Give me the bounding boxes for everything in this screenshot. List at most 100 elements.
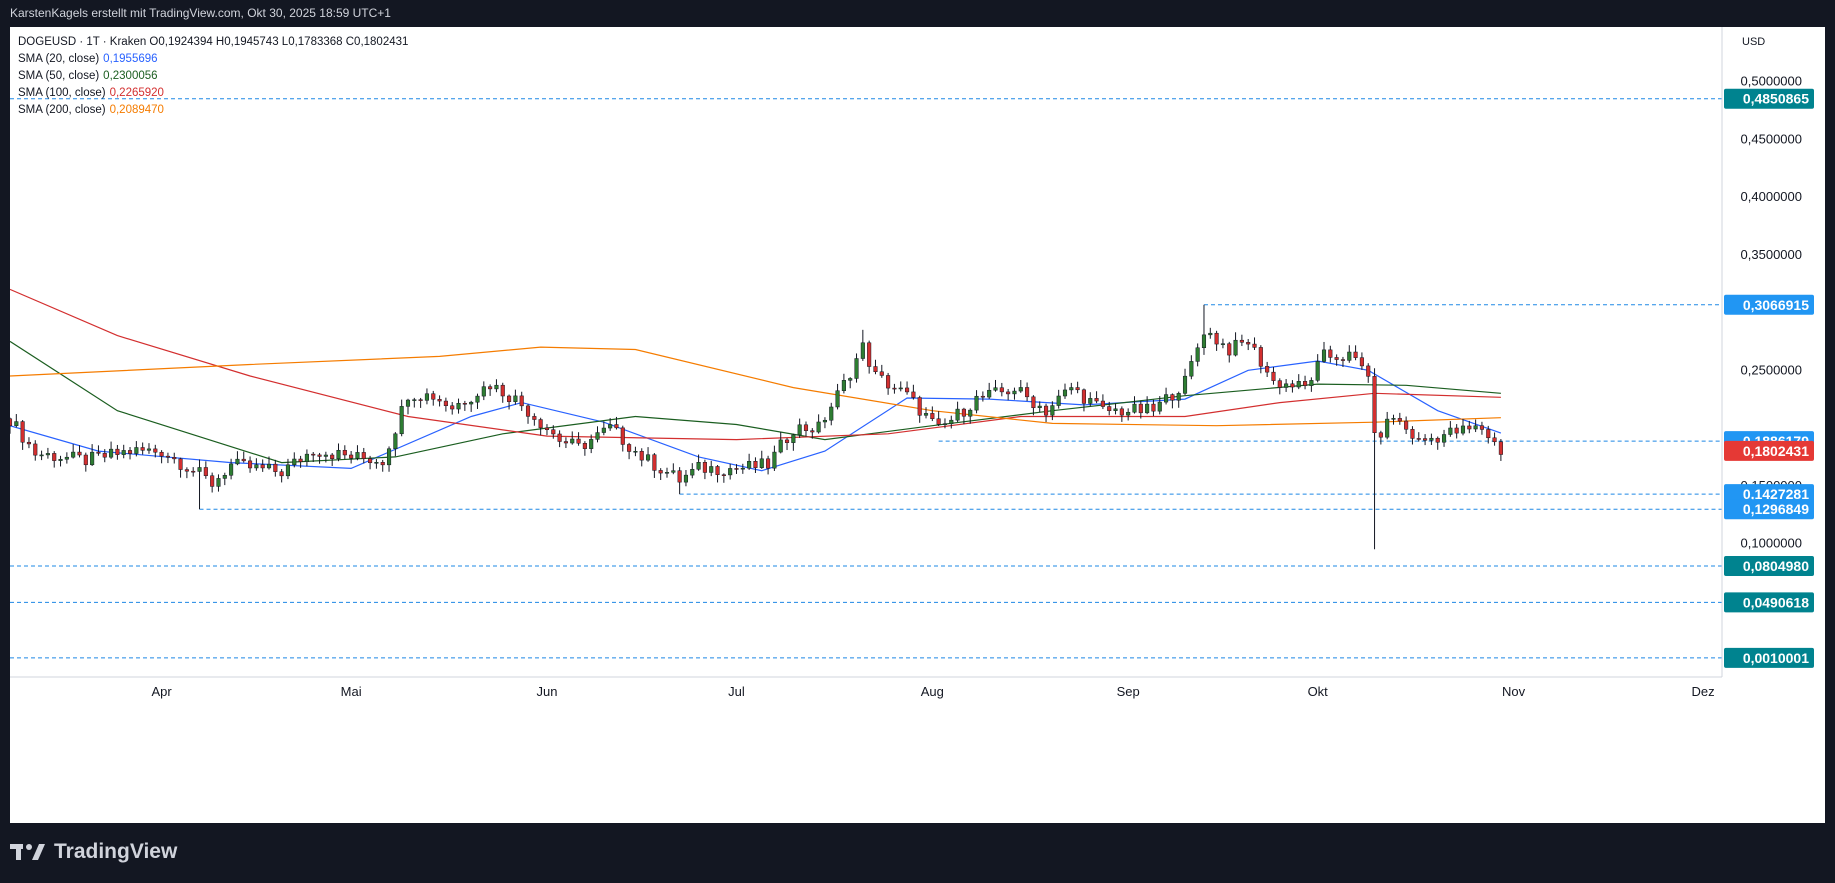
candle-up: [216, 478, 221, 487]
candle-down: [140, 447, 145, 451]
candle-down: [930, 413, 935, 420]
candle-down: [1303, 381, 1308, 386]
candle-up: [393, 433, 398, 449]
candle-up: [671, 470, 676, 473]
candle-down: [784, 439, 790, 443]
candle-up: [816, 421, 821, 433]
footer-brand[interactable]: TradingView: [10, 840, 177, 864]
candle-up: [854, 358, 859, 379]
candle-up: [1429, 437, 1434, 441]
candle-down: [349, 454, 354, 459]
candle-up: [923, 413, 929, 416]
candle-up: [683, 474, 689, 483]
candle-up: [235, 458, 240, 465]
candle-up: [1018, 387, 1023, 392]
candle-down: [532, 416, 537, 420]
sma-20-value: 0,1955696: [103, 53, 158, 65]
candle-down: [127, 450, 133, 454]
candle-up: [1347, 351, 1352, 361]
candle-up: [266, 463, 272, 469]
candle-down: [26, 441, 32, 445]
candle-up: [1473, 425, 1478, 430]
candle-up: [146, 448, 152, 451]
candle-up: [974, 395, 979, 411]
candle-down: [538, 419, 543, 429]
legend-sma-50[interactable]: SMA (50, close) 0,2300056: [18, 68, 408, 85]
candle-up: [1233, 339, 1238, 356]
candle-up: [1157, 401, 1162, 412]
candle-down: [1397, 418, 1402, 422]
legend-sma-20[interactable]: SMA (20, close) 0,1955696: [18, 51, 408, 68]
candle-down: [1227, 343, 1232, 356]
sma-line: [10, 340, 1501, 464]
candle-down: [961, 408, 966, 417]
candle-down: [317, 454, 322, 457]
candle-down: [20, 421, 25, 443]
legend-sma-100[interactable]: SMA (100, close) 0,2265920: [18, 85, 408, 102]
candle-down: [1043, 405, 1049, 416]
y-tick-label: 0,4500000: [1741, 131, 1802, 146]
candle-down: [1334, 357, 1339, 360]
candle-up: [841, 380, 846, 391]
candle-down: [905, 387, 910, 393]
candle-up: [860, 342, 865, 359]
candle-up: [1050, 405, 1055, 416]
candle-up: [1176, 393, 1181, 401]
candle-down: [1094, 398, 1099, 402]
chart-frame[interactable]: USD 0,5000000 0,4500000 0,4000000 0,3500000 0…: [10, 27, 1825, 823]
candle-up: [229, 463, 234, 476]
candle-up: [822, 419, 827, 423]
candle-down: [1265, 366, 1270, 373]
candle-down: [886, 375, 891, 389]
candle-up: [374, 462, 379, 464]
candle-up: [570, 438, 575, 444]
candle-down: [210, 475, 215, 487]
candle-up: [747, 461, 752, 469]
candle-up: [45, 453, 50, 456]
candle-up: [690, 469, 695, 476]
candle-down: [1378, 432, 1383, 438]
candle-down: [652, 454, 657, 471]
candle-down: [273, 463, 278, 472]
candle-down: [488, 386, 493, 390]
candle-up: [829, 406, 834, 421]
candle-up: [1132, 403, 1137, 413]
candle-up: [898, 387, 903, 390]
candle-down: [867, 342, 872, 367]
chart-canvas[interactable]: USD 0,5000000 0,4500000 0,4000000 0,3500000 0…: [10, 27, 1825, 823]
candle-down: [936, 418, 941, 425]
candle-down: [810, 430, 815, 433]
candle-up: [292, 458, 297, 466]
candle-down: [557, 433, 562, 442]
candle-down: [1366, 365, 1371, 377]
candle-down: [241, 458, 246, 462]
candle-up: [987, 389, 992, 398]
candle-down: [330, 454, 335, 459]
candle-up: [608, 424, 613, 429]
candle-up: [14, 421, 19, 426]
candle-down: [102, 453, 107, 458]
candle-down: [873, 366, 878, 373]
candle-up: [1460, 425, 1466, 434]
candle-down: [1271, 371, 1276, 381]
chart-legend: DOGEUSD · 1T · Kraken O0,1924394 H0,1945…: [18, 34, 408, 119]
candle-up: [1208, 332, 1213, 336]
candle-up: [1391, 418, 1396, 420]
legend-sma-200[interactable]: SMA (200, close) 0,2089470: [18, 102, 408, 119]
candle-down: [191, 470, 196, 473]
y-tick-label: 0,1000000: [1741, 536, 1802, 551]
candle-down: [1006, 391, 1011, 395]
candle-up: [740, 467, 745, 470]
sma-200-label: SMA (200, close): [18, 104, 106, 116]
candle-down: [911, 391, 916, 398]
x-tick-label: Nov: [1502, 684, 1526, 699]
x-tick-label: Apr: [151, 684, 172, 699]
candle-down: [721, 474, 726, 476]
candle-down: [519, 395, 524, 407]
candle-down: [83, 454, 88, 466]
sma-100-label: SMA (100, close): [18, 87, 106, 99]
candle-up: [494, 384, 499, 390]
candle-up: [1448, 427, 1453, 435]
candle-up: [405, 399, 411, 407]
candle-up: [797, 424, 802, 436]
